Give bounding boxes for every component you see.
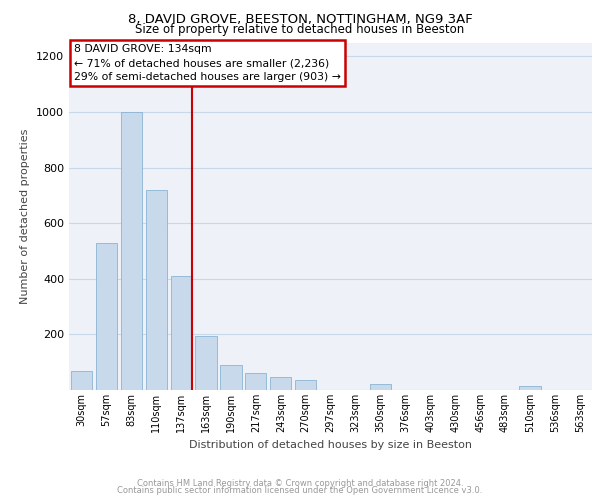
Text: 8 DAVID GROVE: 134sqm
← 71% of detached houses are smaller (2,236)
29% of semi-d: 8 DAVID GROVE: 134sqm ← 71% of detached …: [74, 44, 341, 82]
Text: Contains public sector information licensed under the Open Government Licence v3: Contains public sector information licen…: [118, 486, 482, 495]
Text: Size of property relative to detached houses in Beeston: Size of property relative to detached ho…: [136, 22, 464, 36]
Text: Contains HM Land Registry data © Crown copyright and database right 2024.: Contains HM Land Registry data © Crown c…: [137, 478, 463, 488]
Bar: [295, 380, 316, 390]
Bar: [370, 384, 391, 390]
Bar: [121, 112, 142, 390]
X-axis label: Distribution of detached houses by size in Beeston: Distribution of detached houses by size …: [189, 440, 472, 450]
Bar: [146, 190, 167, 390]
Bar: [245, 374, 266, 390]
Bar: [71, 370, 92, 390]
Bar: [96, 242, 117, 390]
Bar: [220, 365, 242, 390]
Text: 8, DAVID GROVE, BEESTON, NOTTINGHAM, NG9 3AF: 8, DAVID GROVE, BEESTON, NOTTINGHAM, NG9…: [128, 12, 472, 26]
Bar: [196, 336, 217, 390]
Bar: [520, 386, 541, 390]
Y-axis label: Number of detached properties: Number of detached properties: [20, 128, 31, 304]
Bar: [170, 276, 192, 390]
Bar: [270, 378, 292, 390]
